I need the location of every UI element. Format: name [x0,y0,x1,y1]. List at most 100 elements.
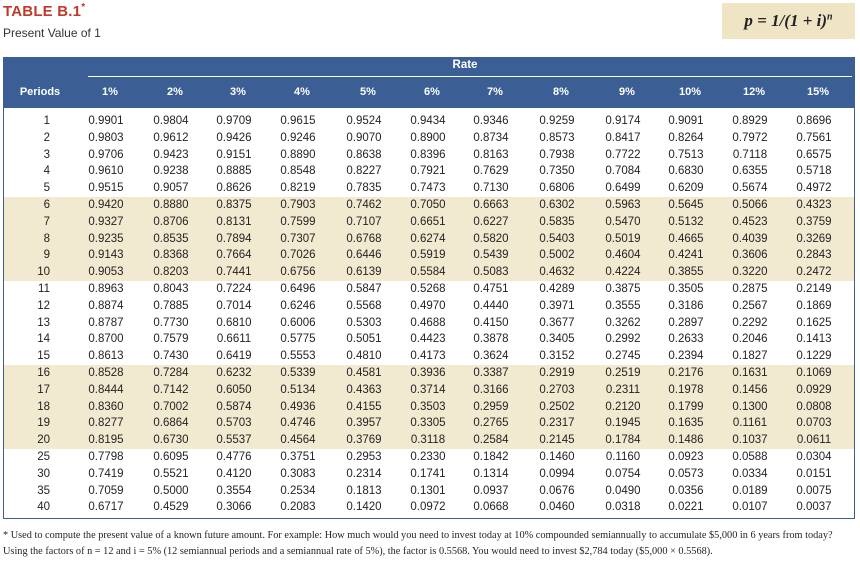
value-cell: 0.1631 [732,367,768,379]
value-cell: 0.4039 [732,232,768,245]
period-cell: 1 [43,115,50,127]
value-cell: 0.8535 [153,232,189,245]
value-cell: 0.0588 [732,451,768,463]
value-cell: 0.0923 [668,451,704,463]
value-cell: 0.5002 [539,249,575,262]
period-cell: 25 [37,451,50,463]
value-cell: 0.1978 [668,383,704,396]
value-cell: 0.6006 [280,316,316,329]
formula-exponent: n [827,11,833,23]
value-cell: 0.2875 [732,283,768,295]
value-cell: 0.5051 [346,333,382,346]
value-cell: 0.3957 [346,417,382,430]
value-cell: 0.8195 [88,434,124,447]
value-cell: 0.7107 [346,215,382,228]
value-cell: 0.3152 [539,350,575,363]
column-header: 5% [360,86,376,98]
title-mark: * [81,2,86,13]
value-cell: 0.8700 [88,333,124,346]
value-cell: 0.9901 [88,115,124,127]
period-cell: 7 [43,215,50,228]
value-cell: 0.0107 [732,501,768,514]
value-cell: 0.5718 [796,165,832,178]
value-cell: 0.7284 [153,367,189,379]
value-cell: 0.6209 [668,182,704,195]
value-cell: 0.2703 [539,383,575,396]
value-cell: 0.3751 [280,451,316,463]
table-header [3,57,855,108]
value-cell: 0.4241 [668,249,704,262]
value-cell: 0.7599 [280,215,316,228]
value-cell: 0.7629 [473,165,509,178]
value-cell: 0.9057 [153,182,189,195]
period-cell: 12 [37,299,50,312]
value-cell: 0.7441 [216,266,252,279]
value-cell: 0.4581 [346,367,382,379]
period-cell: 15 [37,350,50,363]
value-cell: 0.6730 [153,434,189,447]
value-cell: 0.1420 [346,501,382,514]
value-cell: 0.6499 [605,182,641,195]
value-cell: 0.3878 [473,333,509,346]
value-cell: 0.9238 [153,165,189,178]
value-cell: 0.0334 [732,467,768,480]
value-cell: 0.4120 [216,467,252,480]
value-cell: 0.8874 [88,299,124,312]
value-cell: 0.5000 [153,484,189,497]
value-cell: 0.0573 [668,467,704,480]
value-cell: 0.1869 [796,299,832,312]
value-cell: 0.6810 [216,316,252,329]
value-cell: 0.7059 [88,484,124,497]
value-cell: 0.9612 [153,131,189,144]
value-cell: 0.6575 [796,148,832,161]
value-cell: 0.9259 [539,115,575,127]
value-cell: 0.7885 [153,299,189,312]
value-cell: 0.7014 [216,299,252,312]
value-cell: 0.3855 [668,266,704,279]
value-cell: 0.7350 [539,165,575,178]
value-cell: 0.5132 [668,215,704,228]
value-cell: 0.6232 [216,367,252,379]
value-cell: 0.0972 [410,501,446,514]
value-cell: 0.3936 [410,367,446,379]
period-cell: 2 [43,131,50,144]
value-cell: 0.8734 [473,131,509,144]
value-cell: 0.6611 [216,333,252,346]
value-cell: 0.1069 [796,367,832,379]
value-cell: 0.1229 [796,350,832,363]
value-cell: 0.8227 [346,165,382,178]
value-cell: 0.9143 [88,249,124,262]
value-cell: 0.4810 [346,350,382,363]
period-cell: 16 [37,367,50,379]
value-cell: 0.6050 [216,383,252,396]
value-cell: 0.7473 [410,182,446,195]
value-cell: 0.1300 [732,400,768,413]
value-cell: 0.5066 [732,199,768,211]
value-cell: 0.6139 [346,266,382,279]
formula-box: p = 1/(1 + i)n [722,3,855,39]
value-cell: 0.3875 [605,283,641,295]
value-cell: 0.7142 [153,383,189,396]
value-cell: 0.4751 [473,283,509,295]
value-cell: 0.2519 [605,367,641,379]
period-cell: 8 [43,232,50,245]
value-cell: 0.2330 [410,451,446,463]
value-cell: 0.0808 [796,400,832,413]
column-header: 15% [806,86,830,98]
value-cell: 0.3554 [216,484,252,497]
value-cell: 0.0075 [796,484,832,497]
value-cell: 0.5568 [346,299,382,312]
value-cell: 0.1813 [346,484,382,497]
value-cell: 0.7118 [732,148,768,161]
value-cell: 0.9709 [216,115,252,127]
value-cell: 0.5553 [280,350,316,363]
value-cell: 0.7894 [216,232,252,245]
value-cell: 0.7462 [346,199,382,211]
value-cell: 0.9706 [88,148,124,161]
value-cell: 0.8131 [216,215,252,228]
period-cell: 4 [43,165,50,178]
period-cell: 6 [43,199,50,211]
row-band [4,197,854,281]
value-cell: 0.4936 [280,400,316,413]
value-cell: 0.6227 [473,215,509,228]
